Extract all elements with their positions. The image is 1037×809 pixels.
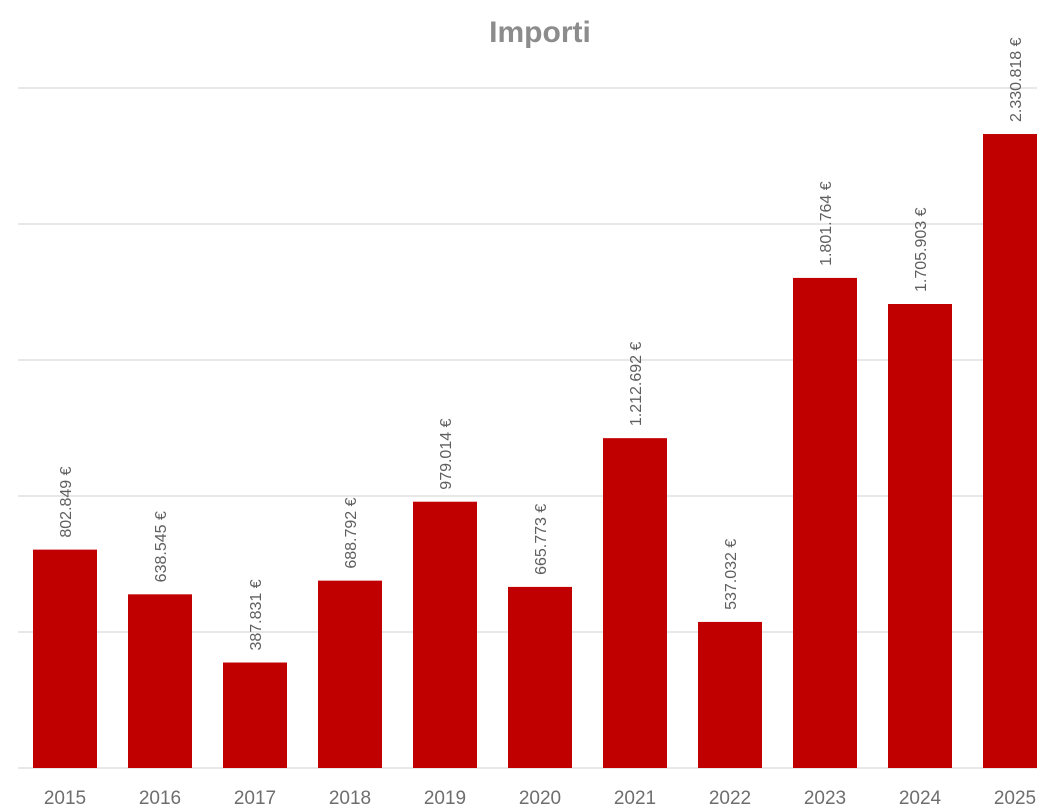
x-tick-2019: 2019 (424, 788, 466, 809)
data-label-2025: 2.330.818 € (1008, 37, 1025, 122)
bar-2024 (888, 303, 952, 768)
x-tick-2018: 2018 (329, 788, 371, 809)
data-label-2023: 1.801.764 € (818, 181, 835, 266)
data-label-2018: 688.792 € (343, 497, 360, 568)
data-label-2022: 537.032 € (723, 539, 740, 610)
bar-2019 (413, 501, 477, 768)
bar-2016 (128, 594, 192, 768)
x-tick-2016: 2016 (139, 788, 181, 809)
bar-2022 (698, 621, 762, 768)
x-tick-2023: 2023 (804, 788, 846, 809)
bars (33, 134, 1037, 768)
bar-2021 (603, 438, 667, 768)
data-label-2019: 979.014 € (438, 418, 455, 489)
x-tick-2015: 2015 (44, 788, 86, 809)
data-labels: 802.849 € 638.545 € 387.831 € 688.792 € 979.… (58, 37, 1025, 650)
x-tick-2022: 2022 (709, 788, 751, 809)
bar-2015 (33, 549, 97, 768)
x-tick-2025: 2025 (994, 788, 1036, 809)
data-label-2016: 638.545 € (153, 511, 170, 582)
data-label-2024: 1.705.903 € (913, 207, 930, 292)
bar-2025 (983, 134, 1037, 768)
x-tick-2021: 2021 (614, 788, 656, 809)
bar-2018 (318, 580, 382, 768)
data-label-2015: 802.849 € (58, 466, 75, 537)
chart-title: Importi (489, 16, 591, 49)
data-label-2021: 1.212.692 € (628, 342, 645, 427)
data-label-2020: 665.773 € (533, 504, 550, 575)
x-tick-2020: 2020 (519, 788, 561, 809)
data-label-2017: 387.831 € (248, 579, 265, 650)
x-tick-2024: 2024 (899, 788, 942, 809)
bar-2023 (793, 277, 857, 768)
x-axis-ticks: 2015 2016 2017 2018 2019 2020 2021 2022 2023 2024… (44, 788, 1036, 809)
bar-2017 (223, 662, 287, 768)
x-tick-2017: 2017 (234, 788, 276, 809)
bar-2020 (508, 586, 572, 768)
